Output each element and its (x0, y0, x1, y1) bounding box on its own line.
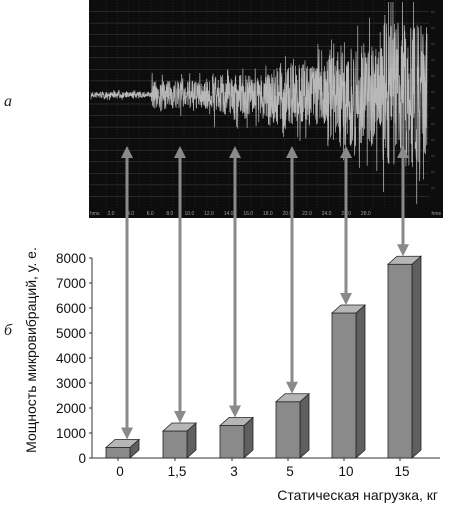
bar-side-face (299, 392, 310, 459)
arrow-head-down (340, 293, 352, 305)
x-tick-label: 0 (116, 464, 124, 479)
arrow-head-down (174, 411, 186, 423)
time-tick-label: 20.0 (283, 211, 293, 217)
time-tick-label: 22.0 (302, 211, 312, 217)
arrow-head-down (286, 381, 298, 394)
arrow-head-up (286, 146, 298, 158)
arrow-head-down (121, 427, 133, 440)
bar-top-face (218, 417, 255, 426)
bar-top-face (161, 422, 198, 432)
panel-letter-a: а (4, 93, 12, 110)
x-tick-label: 10 (338, 464, 353, 479)
arrow-head-up (229, 146, 241, 158)
y-tick-label: 8000 (56, 251, 86, 266)
bar-top-face (274, 393, 311, 403)
arrow-head-down (229, 405, 241, 418)
bar-front-face (387, 263, 413, 459)
y-tick-label: 7000 (56, 276, 86, 291)
time-tick-label: 8.0 (166, 211, 173, 217)
time-tick-label: 24.0 (322, 211, 332, 217)
bar-top-face (386, 255, 423, 265)
arrow-head-up (397, 146, 409, 158)
y-tick-label: 1000 (56, 426, 86, 441)
bar-side-face (355, 304, 366, 459)
bar-3 (218, 416, 255, 459)
time-tick-label: 2.0 (108, 211, 115, 217)
oscillogram-amplitude-scale (431, 11, 435, 189)
y-tick-label: 0 (78, 451, 86, 466)
time-tick-label: 28.0 (361, 211, 371, 217)
connector-arrow (229, 146, 241, 418)
time-axis-end-label: hms (432, 211, 442, 217)
bar-front-face (162, 430, 188, 459)
arrow-head-up (174, 146, 186, 158)
bars (104, 255, 423, 459)
connector-arrow (397, 146, 409, 257)
bar-front-face (331, 312, 357, 459)
time-axis-start-label: hms (90, 211, 100, 217)
time-tick-label: 6.0 (147, 211, 154, 217)
arrow-head-up (121, 146, 133, 158)
bar-15 (386, 255, 423, 459)
time-tick-label: 12.0 (204, 211, 214, 217)
connector-arrow (286, 146, 298, 394)
bar-10 (330, 304, 367, 459)
time-tick-label: 16.0 (243, 211, 253, 217)
x-tick-label: 5 (286, 464, 294, 479)
y-tick-label: 6000 (56, 301, 86, 316)
bar-top-face (104, 439, 141, 448)
y-tick-label: 4000 (56, 351, 86, 366)
y-axis: 0 1000 2000 3000 4000 5000 6000 7000 8000 (56, 251, 93, 466)
bar-front-face (219, 425, 245, 459)
connector-arrow (340, 146, 352, 305)
oscillogram-signal (90, 1, 428, 205)
y-tick-label: 5000 (56, 326, 86, 341)
y-axis-title: Мощность микровибраций, у. е. (23, 247, 39, 453)
time-tick-label: 10.0 (185, 211, 195, 217)
time-tick-label: 4.0 (127, 211, 134, 217)
time-tick-label: 14.0 (224, 211, 234, 217)
bar-1,5 (161, 422, 198, 459)
connector-arrow (121, 146, 133, 440)
connector-arrow (174, 146, 186, 423)
bar-0 (104, 438, 141, 459)
bar-5 (274, 392, 311, 459)
panel-letter-b: б (4, 322, 13, 339)
bar-top-face (330, 304, 367, 314)
bar-front-face (275, 401, 301, 459)
time-tick-label: 18.0 (263, 211, 273, 217)
bar-front-face (105, 447, 131, 459)
x-axis-title: Статическая нагрузка, кг (277, 487, 438, 503)
y-tick-label: 3000 (56, 376, 86, 391)
oscillogram-panel: hms 2.0 4.0 6.0 8.0 10.0 12.0 14.0 16.0 18.0 20.0 2… (89, 0, 443, 218)
arrow-head-down (397, 244, 409, 257)
connector-arrows (121, 146, 409, 440)
y-tick-label: 2000 (56, 401, 86, 416)
x-tick-label: 1,5 (168, 464, 187, 479)
bar-side-face (411, 255, 422, 459)
x-tick-label: 3 (230, 464, 238, 479)
arrow-head-up (340, 146, 352, 158)
x-axis-tick-labels: 0 1,5 3 5 10 15 (116, 458, 410, 479)
x-tick-label: 15 (394, 464, 409, 479)
